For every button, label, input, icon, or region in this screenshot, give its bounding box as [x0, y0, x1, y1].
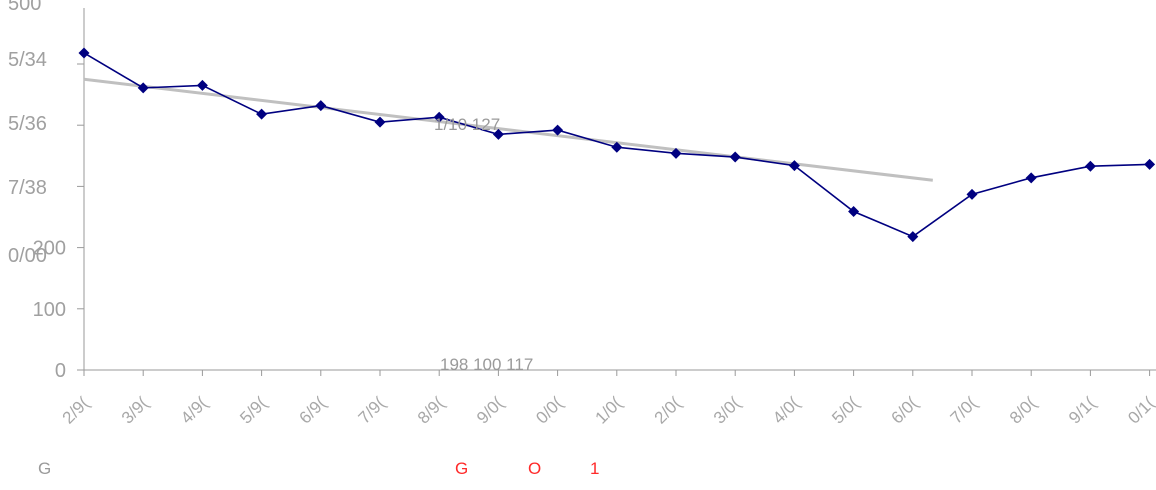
overlay-red-char: G	[455, 459, 468, 478]
overlay-red-char: O	[528, 459, 541, 478]
data-point-marker	[137, 82, 149, 94]
data-point-marker	[788, 160, 800, 172]
y-axis: 0 100 200	[33, 8, 85, 382]
x-tick-label: 4/9(	[177, 393, 211, 427]
y-tick-label: 0	[55, 360, 66, 382]
x-tick-label: 0/1(	[1124, 393, 1156, 427]
x-tick-label: 0/0(	[532, 393, 566, 427]
data-point-marker	[729, 151, 741, 163]
data-point-marker	[611, 141, 623, 153]
x-tick-label: 8/0(	[1006, 393, 1040, 427]
overlay-left-label: 5/36	[8, 113, 47, 135]
x-tick-label: 9/0(	[473, 393, 507, 427]
overlay-middle-fragment: 1/10 127	[434, 115, 500, 134]
trend-line	[83, 77, 933, 182]
x-tick-label: 2/0(	[651, 393, 685, 427]
data-point-marker	[848, 205, 860, 217]
overlay-top-left-partial: 500	[8, 0, 41, 15]
x-tick-label: 1/0(	[591, 393, 625, 427]
x-tick-label: 6/0(	[887, 393, 921, 427]
x-tick-label: 5/0(	[828, 393, 862, 427]
data-point-marker	[1084, 160, 1096, 172]
overlay-left-label: 5/34	[8, 49, 47, 71]
y-tick-label: 100	[33, 299, 66, 321]
data-point-marker	[256, 108, 268, 120]
x-tick-label: 3/0(	[710, 393, 744, 427]
data-point-marker	[552, 124, 564, 136]
overlay-bottom-left-char: G	[38, 459, 51, 478]
data-point-marker	[374, 116, 386, 128]
overlay-left-label: 0/00	[8, 245, 47, 267]
x-axis: 2/9( 3/9( 4/9( 5/9( 6/9( 7/9( 8/9( 9/0( 0/0( 1/0(…	[59, 369, 1156, 428]
data-point-marker	[1144, 158, 1156, 170]
data-point-marker	[907, 231, 919, 243]
data-point-marker	[196, 79, 208, 91]
x-tick-label: 3/9(	[118, 393, 152, 427]
y-tick-label: 200	[33, 238, 66, 260]
x-tick-label: 5/9(	[236, 393, 270, 427]
data-point-marker	[433, 111, 445, 123]
x-tick-label: 2/9(	[59, 393, 93, 427]
data-point-marker	[670, 147, 682, 159]
x-tick-label: 9/1(	[1065, 393, 1099, 427]
x-tick-label: 7/9(	[355, 393, 389, 427]
x-tick-label: 7/0(	[947, 393, 981, 427]
data-point-marker	[78, 47, 90, 59]
x-tick-label: 8/9(	[414, 393, 448, 427]
series-layer	[78, 47, 1156, 243]
overlay-text-layer: 500 5/34 5/36 7/38 0/00 1/10 127 198 100…	[8, 0, 599, 478]
overlay-bottom-fragment: 198 100 117	[440, 355, 533, 374]
trend-line-layer	[83, 77, 933, 182]
data-point-marker	[315, 100, 327, 112]
data-point-marker	[1025, 172, 1037, 184]
data-point-marker	[966, 188, 978, 200]
x-tick-label: 4/0(	[769, 393, 803, 427]
x-tick-label: 6/9(	[295, 393, 329, 427]
data-point-marker	[492, 128, 504, 140]
overlay-left-label: 7/38	[8, 177, 47, 199]
overlay-red-char: 1	[590, 459, 599, 478]
